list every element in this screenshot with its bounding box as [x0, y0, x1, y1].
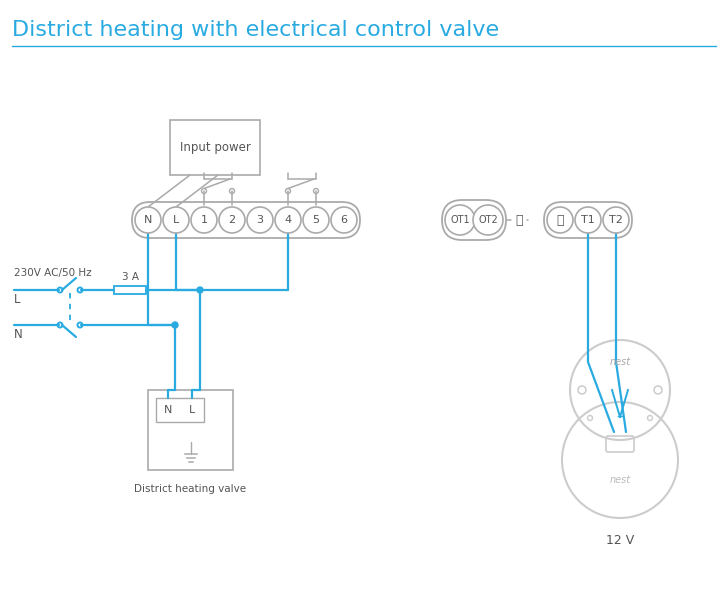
FancyBboxPatch shape [442, 200, 506, 240]
Text: District heating valve: District heating valve [135, 484, 247, 494]
Text: ⏚: ⏚ [556, 213, 563, 226]
Text: Input power: Input power [180, 141, 250, 154]
Circle shape [303, 207, 329, 233]
Circle shape [191, 207, 217, 233]
Bar [148, 390, 233, 470]
Text: District heating with electrical control valve: District heating with electrical control… [12, 20, 499, 40]
Text: L: L [14, 293, 20, 306]
Bar [114, 286, 146, 294]
Circle shape [473, 205, 503, 235]
Text: nest: nest [609, 475, 630, 485]
Bar [156, 398, 204, 422]
Text: nest: nest [609, 357, 630, 367]
FancyBboxPatch shape [132, 202, 360, 238]
Text: 6: 6 [341, 215, 347, 225]
Circle shape [575, 207, 601, 233]
Text: N: N [164, 405, 173, 415]
Text: T2: T2 [609, 215, 623, 225]
Circle shape [603, 207, 629, 233]
Text: 12 V: 12 V [606, 534, 634, 547]
Text: L: L [189, 405, 195, 415]
Circle shape [163, 207, 189, 233]
Text: 2: 2 [229, 215, 236, 225]
Text: N: N [144, 215, 152, 225]
Text: 4: 4 [285, 215, 291, 225]
Text: 3: 3 [256, 215, 264, 225]
Circle shape [331, 207, 357, 233]
Circle shape [247, 207, 273, 233]
FancyBboxPatch shape [544, 202, 632, 238]
Text: 1: 1 [200, 215, 207, 225]
Text: 3 A: 3 A [122, 272, 138, 282]
Circle shape [547, 207, 573, 233]
Bar [170, 120, 260, 175]
Circle shape [135, 207, 161, 233]
Circle shape [445, 205, 475, 235]
Text: OT2: OT2 [478, 215, 498, 225]
Text: L: L [173, 215, 179, 225]
Text: ⏚: ⏚ [515, 213, 523, 226]
Text: N: N [14, 328, 23, 341]
Text: 230V AC/50 Hz: 230V AC/50 Hz [14, 268, 92, 278]
Circle shape [172, 322, 178, 328]
Text: OT1: OT1 [450, 215, 470, 225]
Circle shape [275, 207, 301, 233]
Text: 5: 5 [312, 215, 320, 225]
Circle shape [219, 207, 245, 233]
Text: T1: T1 [581, 215, 595, 225]
Circle shape [197, 287, 203, 293]
